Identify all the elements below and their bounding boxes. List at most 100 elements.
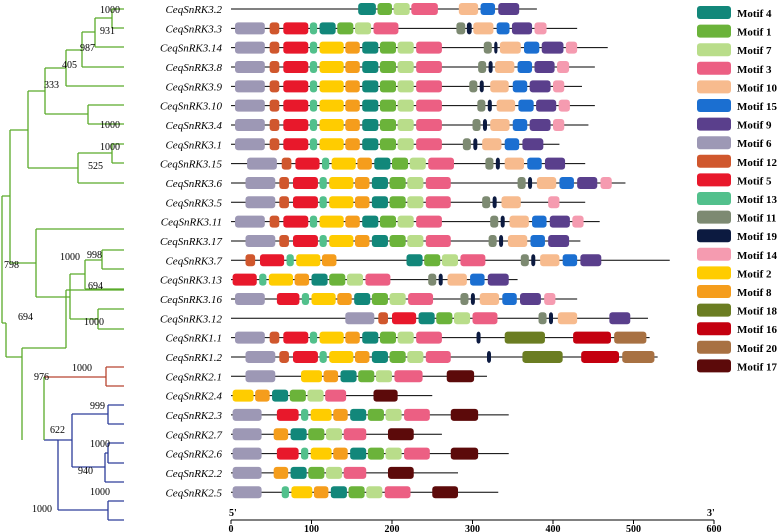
bootstrap-value: 940 — [78, 466, 93, 477]
motif-box-1 — [379, 80, 397, 93]
motif-box-14 — [558, 99, 570, 112]
legend-item: Motif 11 — [697, 210, 776, 225]
motif-box-3 — [425, 234, 451, 247]
motif-box-13 — [309, 22, 318, 35]
motif-box-8 — [345, 80, 360, 93]
motif-box-14 — [534, 22, 547, 35]
motif-box-2 — [331, 157, 356, 170]
motif-box-1 — [392, 157, 409, 170]
motif-box-1 — [367, 408, 384, 421]
motif-box-12 — [245, 254, 256, 267]
gene-row: CeqSnRK2.3 — [165, 408, 509, 422]
legend-item: Motif 9 — [697, 117, 772, 132]
legend-swatch — [697, 229, 731, 243]
motif-box-1 — [389, 234, 406, 247]
motif-box-1 — [371, 292, 388, 305]
motif-box-19 — [473, 138, 478, 151]
legend-label: Motif 6 — [737, 138, 772, 150]
motif-box-6 — [245, 350, 276, 363]
legend-item: Motif 6 — [697, 136, 772, 150]
legend-item: Motif 18 — [697, 303, 777, 318]
motif-box-7 — [325, 428, 343, 441]
motif-box-12 — [279, 196, 289, 209]
motif-box-1 — [379, 331, 397, 344]
motif-box-11 — [490, 215, 499, 228]
motif-box-17 — [387, 428, 414, 441]
motif-box-7 — [385, 408, 402, 421]
motif-box-14 — [572, 215, 584, 228]
gene-row: CeqSnRK3.6 — [165, 176, 626, 190]
motif-box-1 — [308, 428, 325, 441]
motif-box-8 — [273, 428, 289, 441]
motif-box-6 — [232, 447, 262, 460]
motif-box-19 — [466, 22, 472, 35]
motif-box-8 — [354, 350, 370, 363]
motif-box-2 — [319, 41, 344, 54]
motif-box-8 — [333, 408, 348, 421]
motif-box-10 — [504, 157, 525, 170]
gene-name: CeqSnRK3.2 — [165, 4, 222, 16]
motif-box-6 — [245, 176, 276, 189]
motif-box-14 — [553, 80, 565, 93]
motif-box-6 — [245, 234, 276, 247]
motif-box-9 — [609, 312, 631, 325]
motif-box-15 — [512, 118, 528, 131]
motif-box-17 — [373, 389, 398, 402]
motif-box-3 — [373, 22, 399, 35]
legend-swatch — [697, 43, 731, 57]
gene-row: CeqSnRK3.8 — [165, 60, 595, 74]
motif-box-13 — [309, 331, 318, 344]
motif-box-9 — [548, 234, 570, 247]
motif-box-14 — [565, 41, 578, 54]
motif-box-9 — [487, 273, 509, 286]
motif-box-13 — [309, 215, 318, 228]
motif-box-19 — [495, 157, 500, 170]
gene-name: CeqSnRK3.16 — [160, 294, 223, 306]
gene-row: CeqSnRK3.15 — [160, 157, 586, 171]
motif-box-4 — [319, 22, 336, 35]
motif-box-3 — [428, 157, 454, 170]
motif-box-3 — [416, 331, 442, 344]
bootstrap-value: 999 — [90, 401, 105, 412]
motif-box-4 — [371, 350, 388, 363]
motif-box-4 — [362, 331, 379, 344]
motif-box-5 — [276, 408, 299, 421]
motif-box-4 — [362, 215, 379, 228]
motif-box-19 — [486, 350, 492, 363]
motif-box-5 — [276, 292, 300, 305]
axis-tick-label: 100 — [304, 524, 319, 532]
motif-box-9 — [529, 118, 551, 131]
motif-box-12 — [279, 350, 289, 363]
motif-box-19 — [548, 312, 553, 325]
motif-box-7 — [397, 118, 414, 131]
motif-box-13 — [286, 254, 294, 267]
gene-name: CeqSnRK3.9 — [165, 81, 222, 93]
motif-box-3 — [416, 138, 442, 151]
motif-box-15 — [504, 138, 520, 151]
motif-box-15 — [496, 22, 510, 35]
gene-row: CeqSnRK3.4 — [165, 118, 589, 132]
motif-box-5 — [232, 273, 257, 286]
motif-box-1 — [358, 370, 375, 383]
bootstrap-value: 1000 — [60, 252, 80, 263]
bootstrap-value: 405 — [62, 60, 77, 71]
legend-swatch — [697, 117, 731, 131]
motif-box-3 — [394, 370, 423, 383]
motif-box-1 — [337, 22, 354, 35]
motif-box-5 — [283, 60, 309, 73]
motif-box-5 — [276, 447, 299, 460]
motif-box-3 — [408, 292, 434, 305]
motif-box-11 — [483, 41, 492, 54]
motif-box-8 — [313, 486, 329, 499]
gene-row: CeqSnRK3.7 — [165, 254, 670, 267]
motif-box-4 — [371, 234, 388, 247]
motif-box-3 — [404, 447, 430, 460]
motif-box-4 — [371, 176, 388, 189]
motif-box-13 — [319, 196, 327, 209]
motif-box-13 — [301, 292, 310, 305]
legend-label: Motif 20 — [737, 343, 777, 355]
motif-box-5 — [392, 312, 417, 325]
motif-box-9 — [529, 80, 551, 93]
legend-item: Motif 16 — [697, 322, 777, 336]
motif-box-8 — [294, 273, 310, 286]
